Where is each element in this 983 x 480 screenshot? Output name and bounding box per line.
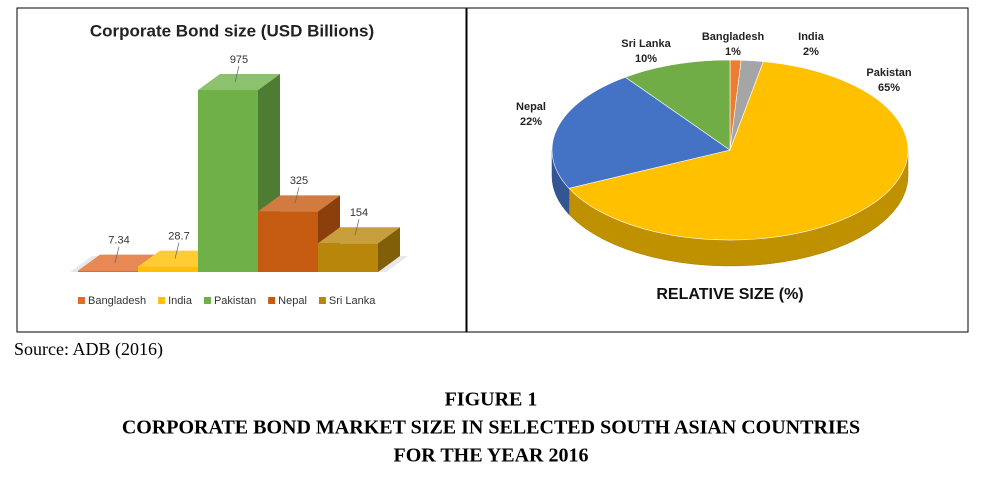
- slice-name: Sri Lanka: [621, 38, 671, 50]
- slice-value-label: 65%: [878, 82, 900, 94]
- figure-label: FIGURE 1: [445, 389, 538, 411]
- slice-name: Bangladesh: [702, 31, 765, 43]
- bar: [138, 266, 198, 272]
- pie-title: RELATIVE SIZE (%): [656, 286, 803, 303]
- slice-name: Nepal: [516, 101, 546, 113]
- leader-line: [114, 246, 120, 263]
- legend-swatch: [78, 297, 85, 304]
- bar: [318, 243, 378, 272]
- legend-swatch: [158, 297, 166, 304]
- bar-title: Corporate Bond size (USD Billions): [90, 21, 374, 40]
- bar-top: [258, 195, 340, 212]
- leader-line: [174, 242, 180, 259]
- legend-label: Bangladesh: [88, 295, 146, 307]
- source: Source: ADB (2016): [14, 339, 163, 360]
- slice-value-label: 10%: [635, 53, 657, 65]
- bar: [78, 270, 138, 272]
- left-frame: [16, 7, 467, 333]
- bar: [198, 90, 258, 272]
- legend-label: Sri Lanka: [329, 295, 376, 307]
- right-frame: [466, 7, 969, 333]
- legend-swatch: [268, 297, 276, 304]
- caption-line: CORPORATE BOND MARKET SIZE IN SELECTED S…: [122, 417, 860, 439]
- legend-swatch: [318, 297, 326, 304]
- bar-top: [198, 74, 280, 90]
- slice-value-label: 2%: [803, 46, 819, 58]
- value-label: 7.34: [108, 235, 129, 247]
- legend-label: Pakistan: [214, 295, 256, 307]
- legend-swatch: [203, 297, 211, 304]
- leader-line: [294, 187, 300, 204]
- value-label: 325: [290, 175, 308, 187]
- bar-top: [318, 227, 400, 244]
- value-label: 975: [230, 54, 248, 66]
- slice-name: Pakistan: [866, 67, 912, 79]
- slice-value-label: 1%: [725, 46, 741, 58]
- pie-slice: [551, 76, 731, 189]
- legend-label: Nepal: [278, 295, 307, 307]
- bar: [258, 211, 318, 272]
- legend-label: India: [168, 295, 193, 307]
- value-label: 154: [350, 207, 368, 219]
- leader-line: [234, 65, 240, 83]
- slice-name: India: [798, 31, 825, 43]
- caption-line: FOR THE YEAR 2016: [393, 445, 588, 467]
- pie-slice: [624, 59, 731, 151]
- slice-value-label: 22%: [520, 116, 542, 128]
- leader-line: [354, 219, 360, 236]
- value-label: 28.7: [168, 231, 189, 243]
- bar-side: [378, 227, 400, 272]
- pie-slice: [568, 61, 909, 241]
